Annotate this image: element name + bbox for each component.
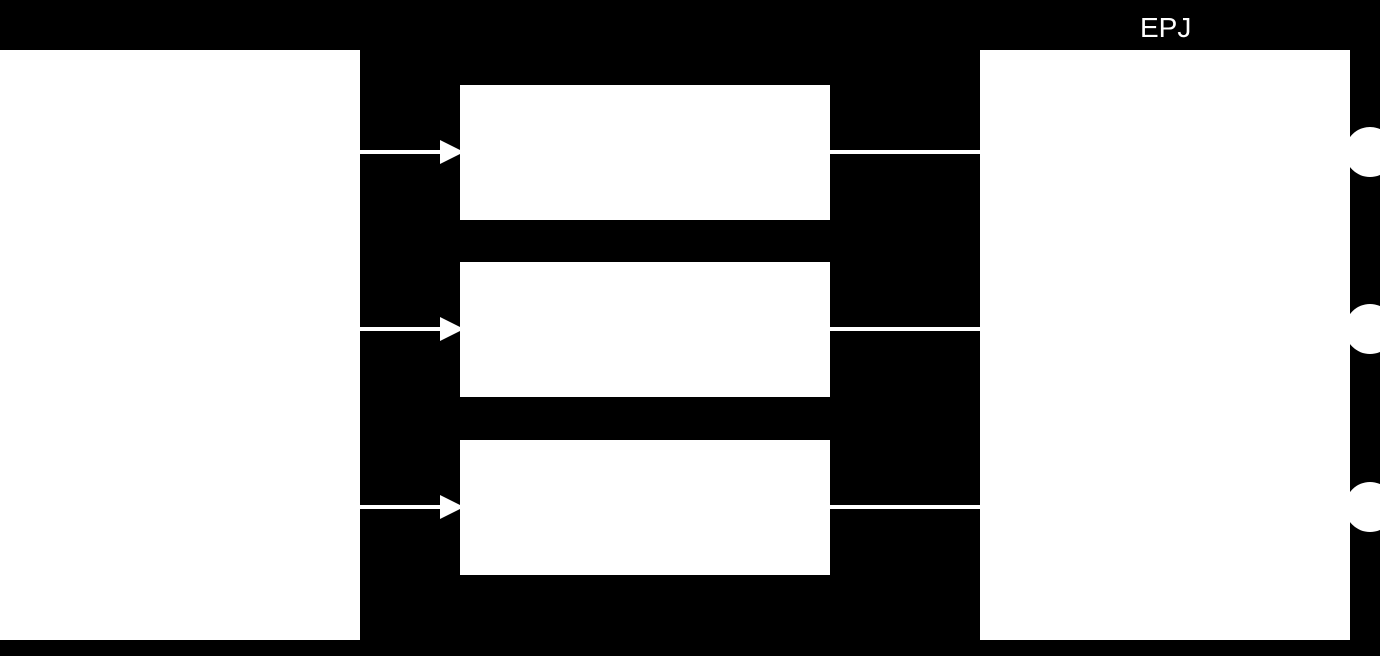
knob-2 — [1345, 304, 1380, 354]
middle-box-3 — [460, 440, 830, 575]
knob-3 — [1345, 482, 1380, 532]
middle-box-1 — [460, 85, 830, 220]
middle-box-2 — [460, 262, 830, 397]
knob-1 — [1345, 127, 1380, 177]
header-label: EPJ — [1140, 12, 1191, 44]
left-panel-box — [0, 50, 360, 640]
right-panel-box — [980, 50, 1350, 640]
